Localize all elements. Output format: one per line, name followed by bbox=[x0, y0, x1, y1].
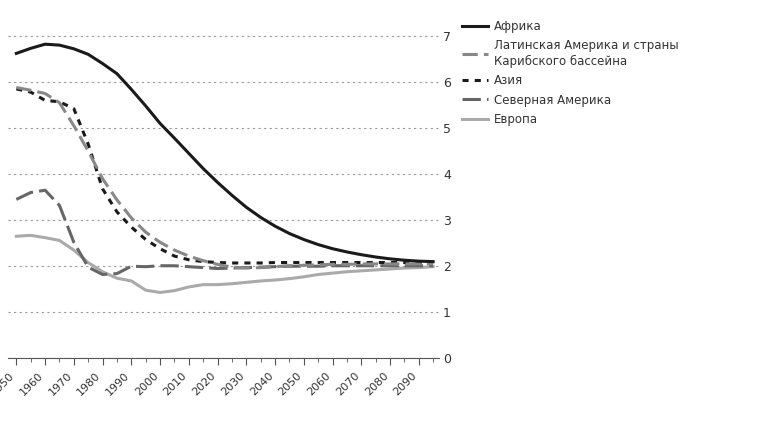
Legend: Африка, Латинская Америка и страны
Карибского бассейна, Азия, Северная Америка, : Африка, Латинская Америка и страны Кариб… bbox=[462, 20, 678, 126]
